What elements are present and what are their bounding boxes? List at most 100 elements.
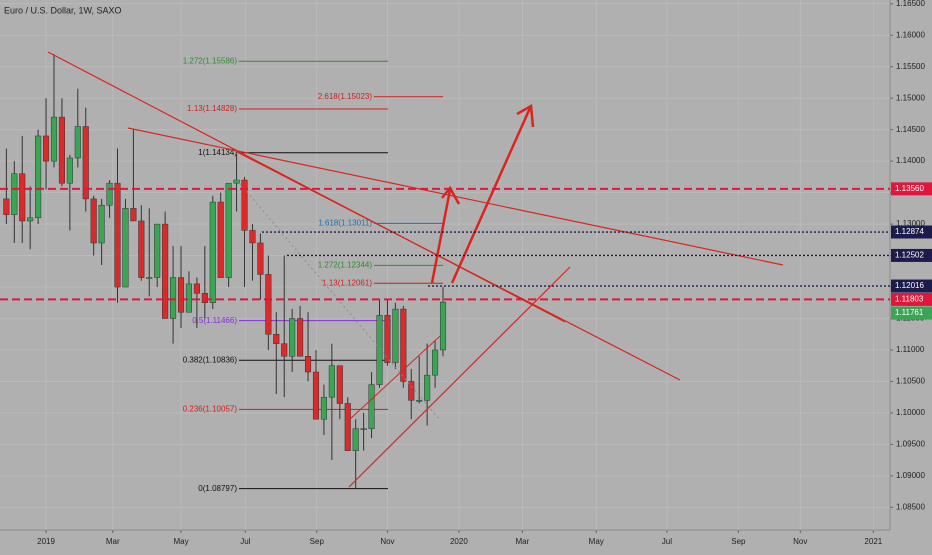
fib-label: 1.272(1.15586) [183, 56, 238, 65]
candle-body [50, 116, 58, 162]
candle-body [320, 396, 327, 420]
candle-body [74, 126, 81, 159]
y-tick-label: 1.10500 [896, 377, 925, 386]
fib-label: 2.618(1.15023) [318, 92, 373, 101]
fib-label: 1.13(1.14828) [187, 104, 237, 113]
candle-body [106, 182, 113, 206]
candle-body [439, 301, 447, 351]
candle-body [98, 204, 105, 244]
y-tick-label: 1.14500 [896, 125, 925, 134]
candle-body [376, 315, 383, 385]
candle-body [177, 277, 185, 313]
x-tick-label: Mar [106, 537, 120, 546]
arrow-head [516, 103, 535, 128]
x-tick-label: May [589, 537, 604, 546]
candle-body [257, 242, 264, 275]
y-tick-label: 1.15500 [896, 62, 925, 71]
candle-body [209, 201, 216, 304]
x-tick-label: 2021 [864, 537, 882, 546]
price-tag-label: 1.11803 [895, 295, 924, 304]
price-tag-label: 1.12874 [895, 227, 924, 236]
fib-label: 0.236(1.10057) [183, 404, 238, 413]
y-tick-label: 1.15000 [896, 93, 925, 102]
candle-body [328, 365, 335, 398]
dotted-line [236, 179, 441, 421]
candle-body [66, 157, 73, 184]
x-tick-label: Jul [662, 537, 672, 546]
y-tick-label: 1.10000 [896, 408, 925, 417]
candle-body [273, 333, 280, 344]
candle-body [90, 198, 97, 244]
y-tick-label: 1.08500 [896, 502, 925, 511]
fib-label: 1.272(1.12344) [318, 260, 373, 269]
candle-body [162, 223, 169, 319]
candle-body [3, 198, 10, 215]
candle-body [408, 381, 415, 401]
candle-body [82, 126, 89, 200]
price-tag-label: 1.13560 [895, 184, 924, 193]
candle-body [201, 293, 208, 304]
candle-body [146, 277, 153, 279]
x-tick-label: Mar [516, 537, 530, 546]
candle-body [193, 283, 200, 294]
candle-body [249, 230, 256, 244]
candle-body [217, 201, 224, 278]
candle-body [19, 173, 26, 222]
candle-body [35, 135, 42, 219]
x-tick-label: Jul [240, 537, 250, 546]
candle-body [233, 179, 240, 184]
candle-body [384, 315, 391, 363]
y-tick-label: 1.09000 [896, 471, 925, 480]
x-tick-label: May [173, 537, 188, 546]
y-tick-label: 1.13000 [896, 219, 925, 228]
y-tick-label: 1.16500 [896, 0, 925, 8]
y-tick-label: 1.11000 [896, 345, 925, 354]
candle-body [432, 349, 439, 376]
candle-body [42, 135, 50, 162]
arrow [430, 189, 452, 284]
candle-body [11, 173, 18, 215]
candle-body [336, 365, 343, 404]
x-tick-label: Nov [793, 537, 807, 546]
fib-label: 1.13(1.12061) [322, 278, 372, 287]
candle-body [130, 208, 137, 222]
y-tick-label: 1.16000 [896, 30, 925, 39]
price-tag-label: 1.11761 [895, 308, 924, 317]
price-tag [891, 225, 932, 239]
candle-body [344, 403, 351, 451]
drawings [47, 51, 784, 488]
price-tag-label: 1.12016 [895, 281, 924, 290]
candle-body [154, 223, 161, 278]
candle-body [122, 208, 129, 288]
price-tag [891, 292, 932, 306]
candle-body [225, 182, 232, 278]
x-tick-label: 2019 [37, 537, 55, 546]
candle-body [27, 217, 34, 222]
price-tag [891, 279, 932, 293]
chart-title: Euro / U.S. Dollar, 1W, SAXO [4, 5, 122, 15]
x-tick-label: Nov [380, 537, 394, 546]
fib-label: 0.5(1.11466) [192, 316, 237, 325]
candle-body [360, 428, 367, 430]
candle-body [368, 384, 375, 429]
y-tick-label: 1.14000 [896, 156, 925, 165]
arrow [450, 107, 532, 284]
candle-body [58, 116, 65, 184]
price-tag [891, 306, 932, 320]
candle-body [241, 179, 248, 231]
candle-body [289, 318, 296, 357]
candle-body [297, 318, 304, 357]
candle-body [352, 428, 359, 451]
candle-body [185, 283, 193, 313]
x-tick-label: Sep [310, 537, 325, 546]
candle-body [304, 356, 312, 373]
price-tag [891, 248, 932, 262]
y-tick-label: 1.09500 [896, 440, 925, 449]
candle-body [170, 277, 177, 319]
candle-body [416, 400, 423, 402]
price-tag [891, 182, 932, 196]
candle-body [138, 220, 145, 278]
candle-body [400, 308, 407, 382]
